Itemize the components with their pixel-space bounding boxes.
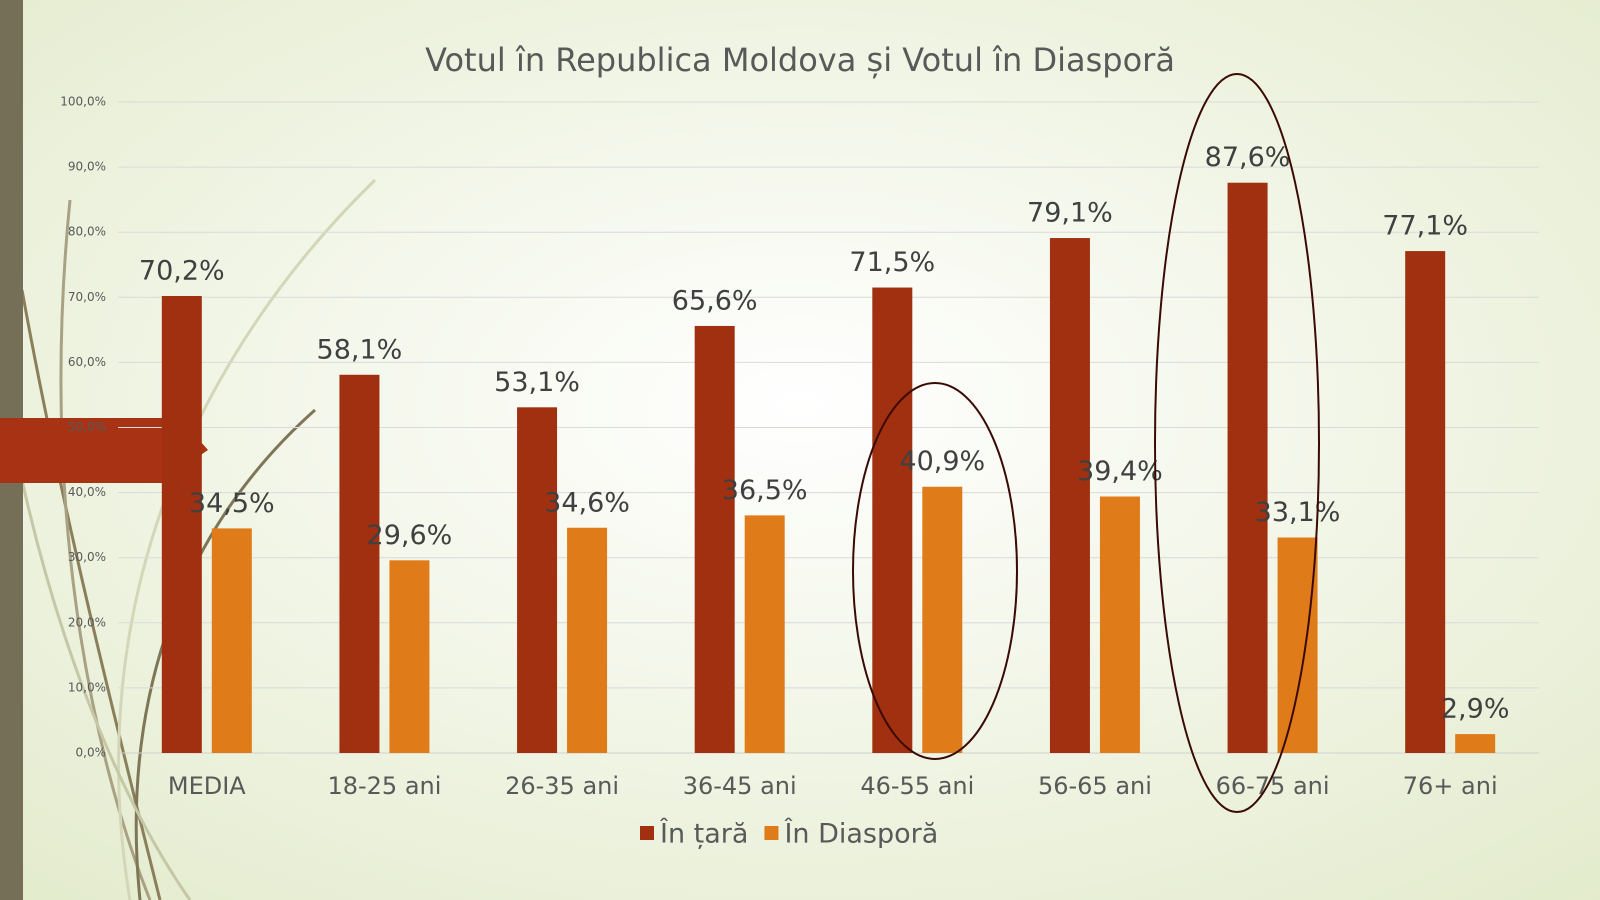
y-tick-label: 100,0% [60, 95, 106, 109]
bar [694, 325, 735, 753]
y-tick-label: 60,0% [68, 355, 106, 369]
value-label: 33,1% [1255, 497, 1341, 528]
bar [339, 374, 380, 753]
bar [922, 486, 963, 753]
y-tick-label: 20,0% [68, 615, 106, 629]
y-tick-label: 70,0% [68, 290, 106, 304]
y-tick-label: 50,0% [68, 420, 106, 434]
bar [1455, 734, 1496, 753]
value-label: 79,1% [1027, 198, 1113, 229]
value-label: 34,6% [544, 487, 630, 518]
x-tick-label: 56-65 ani [1038, 772, 1152, 800]
value-label: 40,9% [899, 446, 985, 477]
y-tick-label: 30,0% [68, 550, 106, 564]
x-tick-label: 36-45 ani [683, 772, 797, 800]
y-tick-label: 40,0% [68, 485, 106, 499]
chart: 0,0% 10,0% 20,0% 30,0% 40,0% 50,0% 60,0% 70,0% 8… [60, 95, 1539, 850]
y-tick-label: 0,0% [76, 746, 107, 760]
x-tick-label: MEDIA [168, 772, 246, 800]
value-label: 39,4% [1077, 456, 1163, 487]
x-tick-label: 46-55 ani [860, 772, 974, 800]
bar [161, 295, 202, 753]
value-label: 36,5% [722, 475, 808, 506]
value-label: 87,6% [1205, 142, 1291, 173]
y-tick-label: 90,0% [68, 160, 106, 174]
chart-title: Votul în Republica Moldova și Votul în D… [425, 41, 1175, 79]
highlight-ellipse [852, 382, 1018, 760]
bar [389, 560, 430, 753]
bar [567, 527, 608, 753]
x-tick-label: 76+ ani [1403, 772, 1498, 800]
bar [1277, 537, 1318, 753]
value-label: 58,1% [317, 334, 403, 365]
highlight-ellipse [1154, 73, 1320, 813]
bar [1099, 496, 1140, 753]
bar [1227, 182, 1268, 753]
bar [1049, 238, 1090, 753]
x-tick-label: 26-35 ani [505, 772, 619, 800]
arrow [0, 400, 208, 483]
value-label: 77,1% [1382, 211, 1468, 242]
bar [872, 287, 913, 753]
y-tick-label: 10,0% [68, 680, 106, 694]
bar [517, 407, 558, 753]
legend-swatch [640, 826, 654, 840]
value-label: 29,6% [367, 520, 453, 551]
value-label: 70,2% [139, 255, 225, 286]
bar [744, 515, 785, 753]
value-label: 34,5% [189, 488, 275, 519]
value-label: 2,9% [1441, 694, 1510, 725]
x-tick-label: 18-25 ani [327, 772, 441, 800]
legend-swatch [764, 826, 779, 840]
value-label: 65,6% [672, 285, 758, 316]
value-label: 71,5% [849, 247, 935, 278]
legend-label: În țară [659, 818, 748, 850]
y-tick-label: 80,0% [68, 225, 106, 239]
bar [211, 528, 252, 753]
legend-label: În Diasporă [783, 818, 938, 850]
bar [1405, 251, 1446, 754]
value-label: 53,1% [494, 367, 580, 398]
